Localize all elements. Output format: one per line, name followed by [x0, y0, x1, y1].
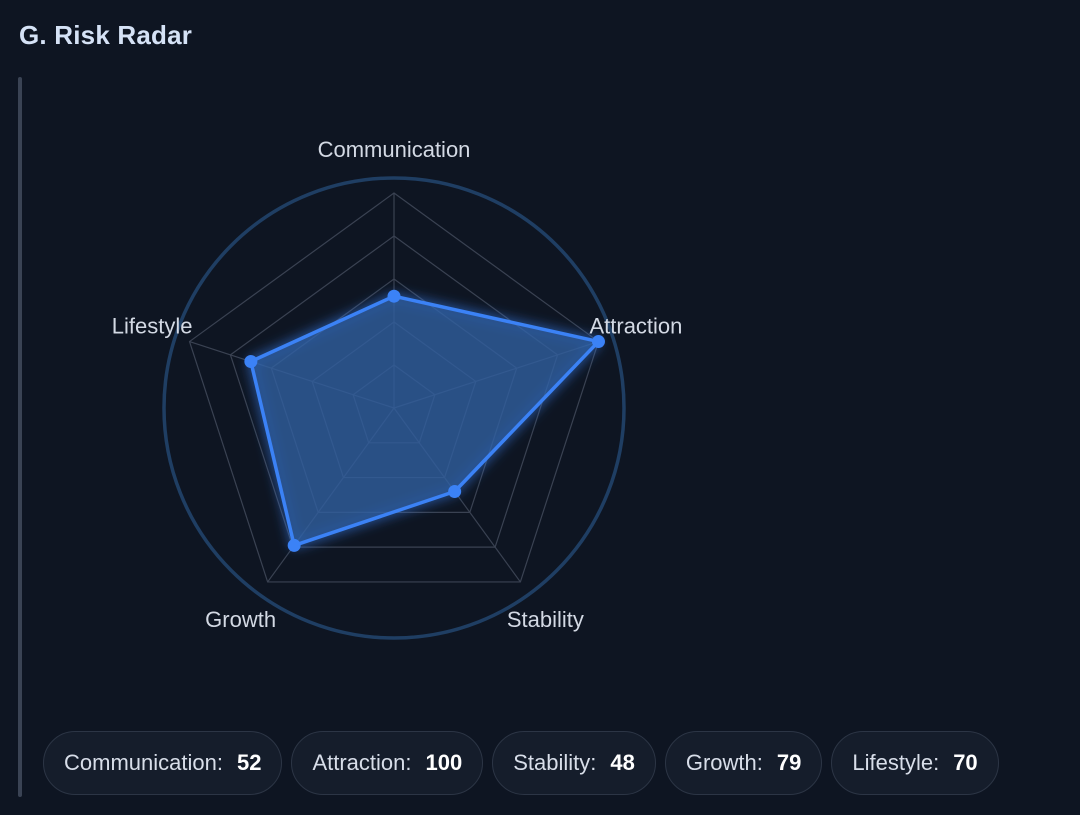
radar-data-point — [448, 484, 462, 498]
chip-label: Stability: — [513, 750, 597, 775]
chip-value: 48 — [610, 750, 635, 775]
radar-grid-ring — [188, 192, 600, 583]
chip-lifestyle: Lifestyle: 70 — [831, 731, 999, 795]
chip-stability: Stability: 48 — [492, 731, 656, 795]
radar-axis-label: Communication — [318, 137, 471, 162]
section-title: G. Risk Radar — [19, 20, 193, 50]
radar-axis-labels: Communication Attraction Stability Growth Li… — [112, 137, 683, 632]
radar-axis-label: Growth — [205, 607, 276, 632]
radar-axis-label: Stability — [507, 607, 584, 632]
radar-axis-label: Attraction — [589, 314, 682, 339]
radar-data-point — [591, 335, 605, 349]
chip-label: Attraction: — [312, 750, 412, 775]
chip-value: 100 — [425, 750, 463, 775]
section-accent-bar — [18, 77, 22, 797]
radar-series — [244, 289, 605, 552]
chip-communication: Communication: 52 — [43, 731, 283, 795]
chip-value: 79 — [776, 750, 802, 775]
chip-value: 70 — [953, 750, 978, 775]
chip-growth: Growth: 79 — [664, 731, 823, 795]
chip-label: Communication: — [64, 750, 223, 775]
radar-series-area — [249, 294, 601, 548]
chip-label: Lifestyle: — [852, 750, 940, 775]
score-chips: Communication: 52 Attraction: 100 Stabil… — [43, 731, 999, 795]
radar-outer-ring — [162, 176, 626, 640]
radar-data-point — [287, 538, 301, 552]
chip-label: Growth: — [685, 750, 763, 775]
radar-data-point — [387, 289, 401, 303]
radar-axis-label: Lifestyle — [112, 314, 193, 339]
chip-attraction: Attraction: 100 — [291, 731, 484, 795]
radar-data-point — [244, 354, 258, 368]
chip-value: 52 — [236, 750, 262, 775]
